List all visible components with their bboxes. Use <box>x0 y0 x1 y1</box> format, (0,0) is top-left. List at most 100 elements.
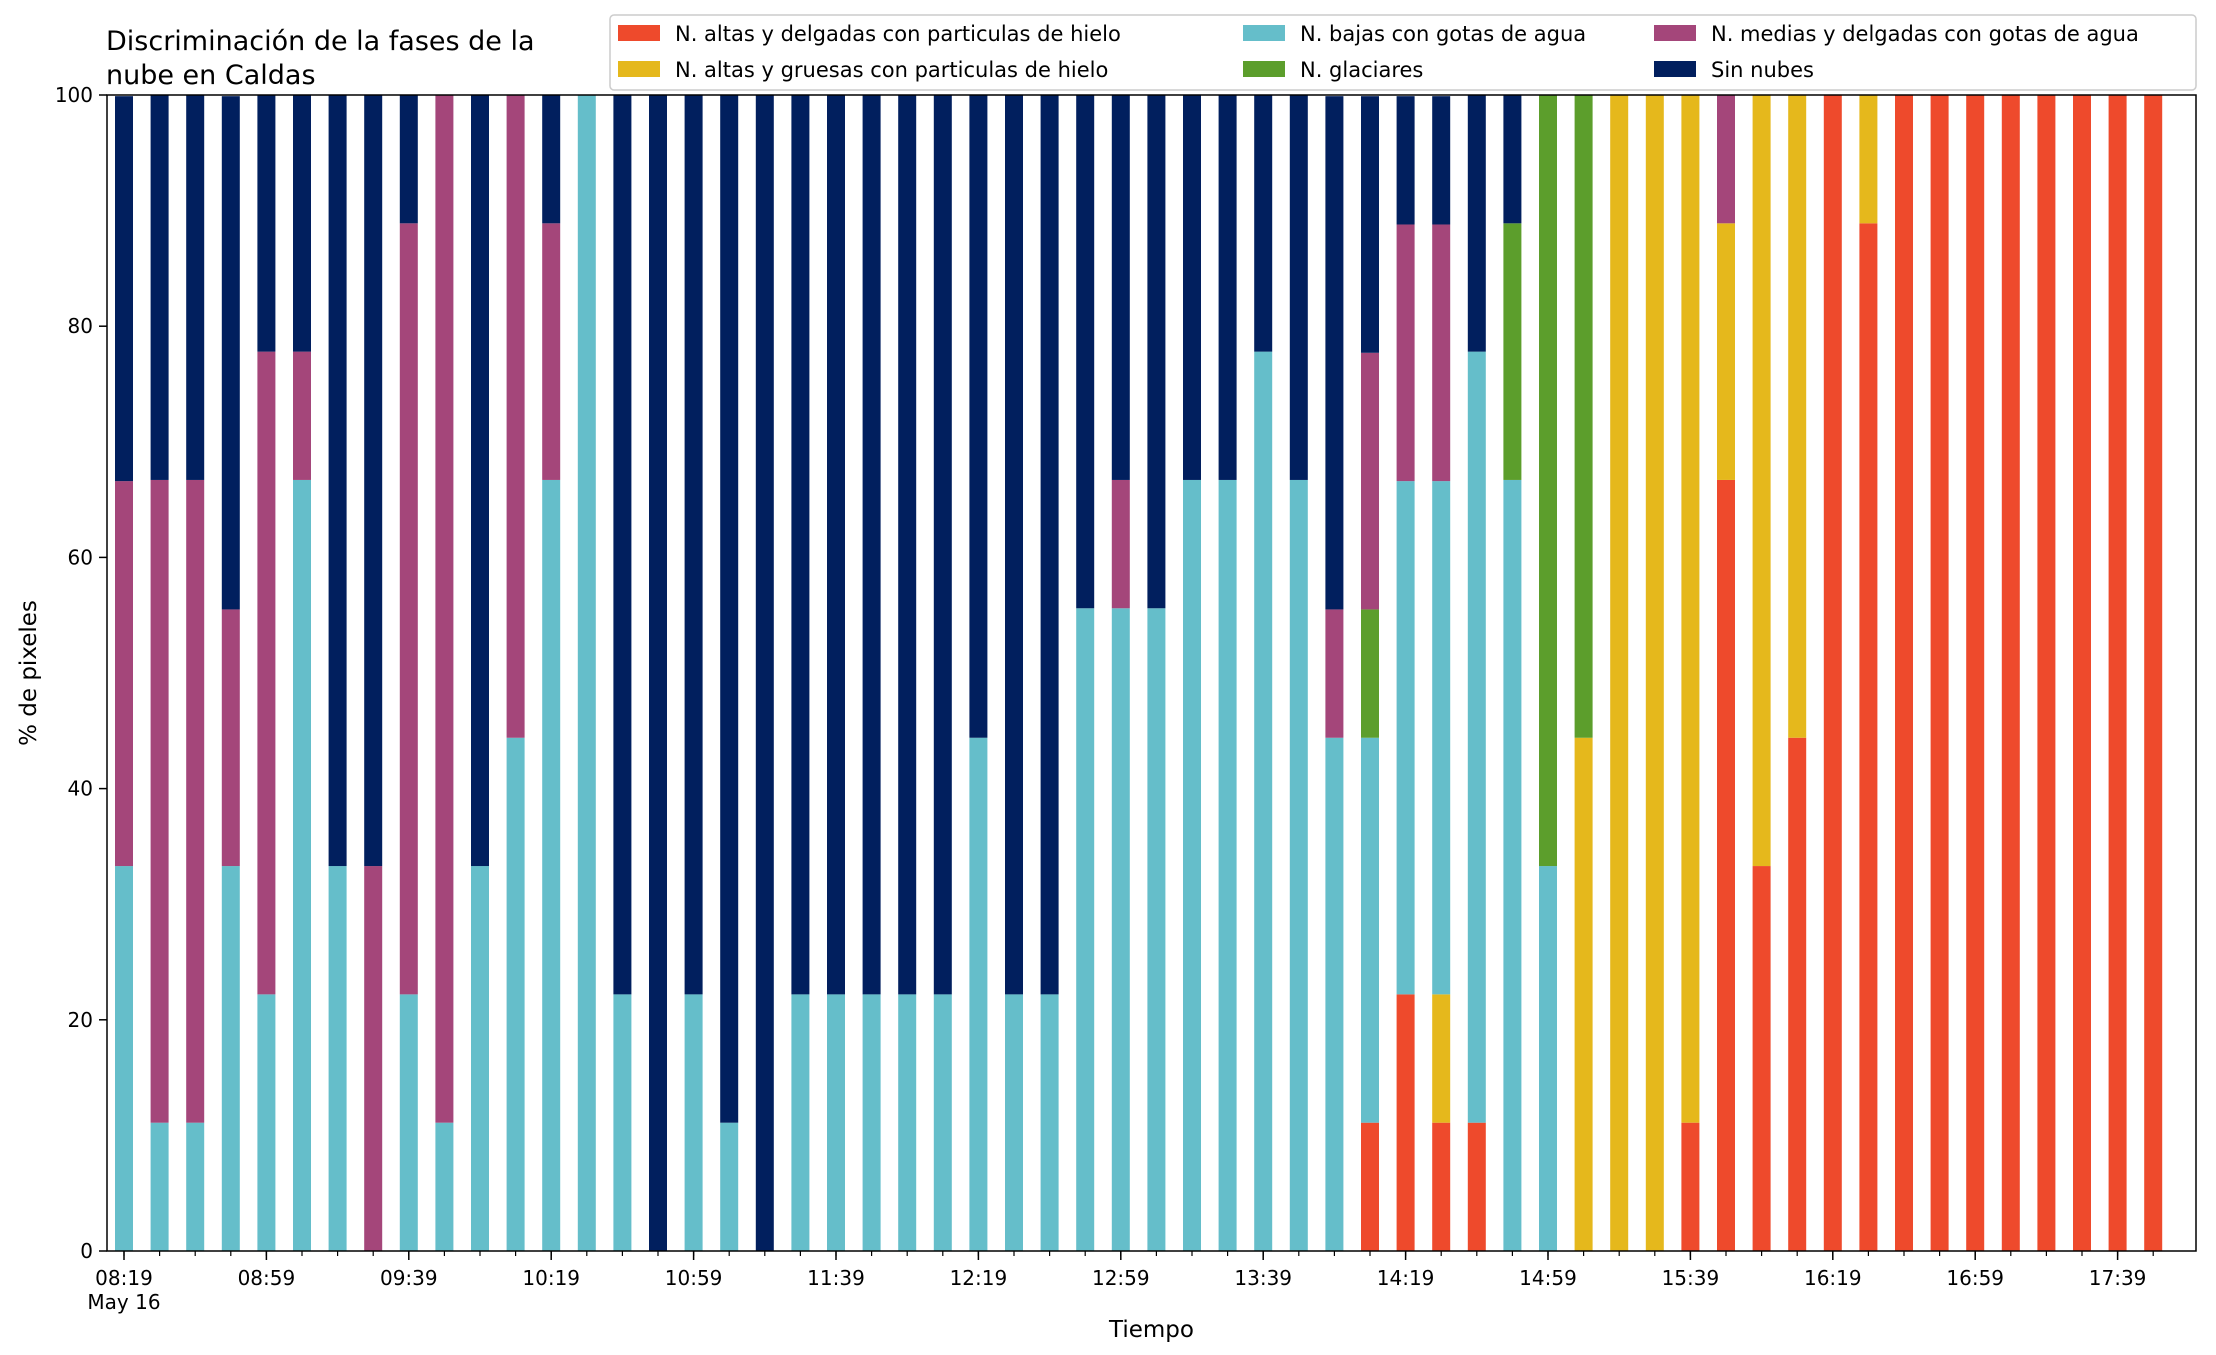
bar-segment <box>257 351 276 995</box>
bar-segment <box>1147 95 1166 609</box>
bar-segment <box>1361 609 1379 738</box>
bar-segment <box>1966 95 1985 1251</box>
x-tick-label: 17:39 <box>2089 1266 2147 1290</box>
bar-segment <box>186 1122 205 1251</box>
bar-segment <box>898 994 917 1251</box>
x-tick-label: 10:59 <box>665 1266 723 1290</box>
x-tick-label: 16:19 <box>1804 1266 1862 1290</box>
bar-segment <box>1717 223 1735 480</box>
x-tick-label: 11:39 <box>807 1266 865 1290</box>
bar-segment <box>1289 95 1308 480</box>
bar-segment <box>1396 96 1415 225</box>
bar-segment <box>2073 95 2091 1251</box>
x-tick-label: 10:19 <box>522 1266 580 1290</box>
bar-segment <box>364 95 383 867</box>
bar-segment <box>150 1122 169 1251</box>
y-tick-label: 40 <box>68 777 93 801</box>
bar-segment <box>399 223 418 995</box>
x-tick-label: 13:39 <box>1234 1266 1292 1290</box>
bar-segment <box>755 95 774 1251</box>
x-tick-label: 09:39 <box>380 1266 438 1290</box>
bar-segment <box>186 95 205 480</box>
x-tick-label: 15:39 <box>1662 1266 1720 1290</box>
bar-segment <box>1503 95 1522 224</box>
bar-segment <box>1254 351 1273 1251</box>
x-tick-label: 14:19 <box>1377 1266 1435 1290</box>
bar-segment <box>1076 608 1095 1251</box>
chart-title-line: nube en Caldas <box>106 60 316 91</box>
bar-segment <box>257 95 276 352</box>
bar-segment <box>969 737 988 1251</box>
bar-segment <box>1752 95 1771 867</box>
bar-segment <box>115 481 133 867</box>
bar-segment <box>862 95 881 995</box>
bar-segment <box>862 994 881 1251</box>
chart-title-line: Discriminación de la fases de la <box>106 26 535 57</box>
bar-segment <box>1645 95 1664 1251</box>
bar-segment <box>613 994 632 1251</box>
legend-swatch <box>618 25 660 41</box>
bar-segment <box>2037 95 2056 1251</box>
bar-segment <box>221 609 240 867</box>
bar-segment <box>933 994 952 1251</box>
legend: N. altas y delgadas con particulas de hi… <box>609 14 2197 91</box>
bar-segment <box>1254 95 1273 352</box>
bar-segment <box>221 866 240 1251</box>
bar-segment <box>720 95 739 1123</box>
axes: 0 20 40 60 80 100 08:19 08:59 09:39 10:19 10:59 11:… <box>16 83 2197 1343</box>
bar-segment <box>1183 95 1201 480</box>
bar-segment <box>115 96 133 482</box>
x-tick-label: 08:19 <box>95 1266 153 1290</box>
bar-segment <box>1361 96 1379 353</box>
plot-frame <box>106 94 2197 1252</box>
bar-segment <box>1752 866 1771 1251</box>
bar-segment <box>1396 224 1415 482</box>
bar-segment <box>1467 95 1486 352</box>
bar-segment <box>1005 994 1023 1251</box>
bar-segment <box>1859 95 1878 224</box>
bar-segment <box>1610 95 1629 1251</box>
bar-segment <box>1717 95 1735 224</box>
legend-swatch <box>1654 61 1696 77</box>
y-tick-label: 100 <box>55 83 93 107</box>
bar-segment <box>1717 479 1735 1251</box>
bar-segment <box>1467 1122 1486 1251</box>
legend-label: N. altas y gruesas con particulas de hie… <box>675 58 1108 82</box>
bar-segment <box>1539 95 1557 867</box>
x-tick-label: 12:59 <box>1092 1266 1150 1290</box>
bar-segment <box>684 95 703 995</box>
bar-segment <box>542 223 561 480</box>
bar-segment <box>720 1122 739 1251</box>
bar-segment <box>471 95 489 867</box>
bar-segment <box>221 96 240 610</box>
bar-segment <box>1681 1122 1700 1251</box>
bar-segment <box>1574 737 1593 1251</box>
y-tick-label: 60 <box>68 545 93 569</box>
bar-segment <box>293 95 311 352</box>
y-tick-label: 20 <box>68 1008 93 1032</box>
bar-segment <box>1788 95 1807 738</box>
bar-segment <box>328 95 347 867</box>
bar-segment <box>471 866 489 1251</box>
legend-label: Sin nubes <box>1711 58 1814 82</box>
bar-segment <box>1788 737 1807 1251</box>
legend-label: N. bajas con gotas de agua <box>1300 22 1586 46</box>
x-date-label: May 16 <box>87 1290 160 1314</box>
y-axis-label: % de pixeles <box>16 600 42 746</box>
bar-segment <box>613 95 632 995</box>
bar-segment <box>649 95 667 1251</box>
bar-segment <box>1218 479 1237 1251</box>
bar-segment <box>542 95 561 224</box>
bar-segment <box>1503 223 1522 480</box>
bar-segment <box>542 479 561 1251</box>
x-tick-label: 16:59 <box>1946 1266 2004 1290</box>
legend-label: N. medias y delgadas con gotas de agua <box>1711 22 2139 46</box>
legend-label: N. glaciares <box>1300 58 1423 82</box>
bar-segment <box>1930 95 1949 1251</box>
bar-segment <box>1289 479 1308 1251</box>
bar-segment <box>1111 95 1130 480</box>
bar-segment <box>1325 609 1344 738</box>
x-axis-label: Tiempo <box>1108 1317 1194 1343</box>
bar-segment <box>150 95 169 480</box>
